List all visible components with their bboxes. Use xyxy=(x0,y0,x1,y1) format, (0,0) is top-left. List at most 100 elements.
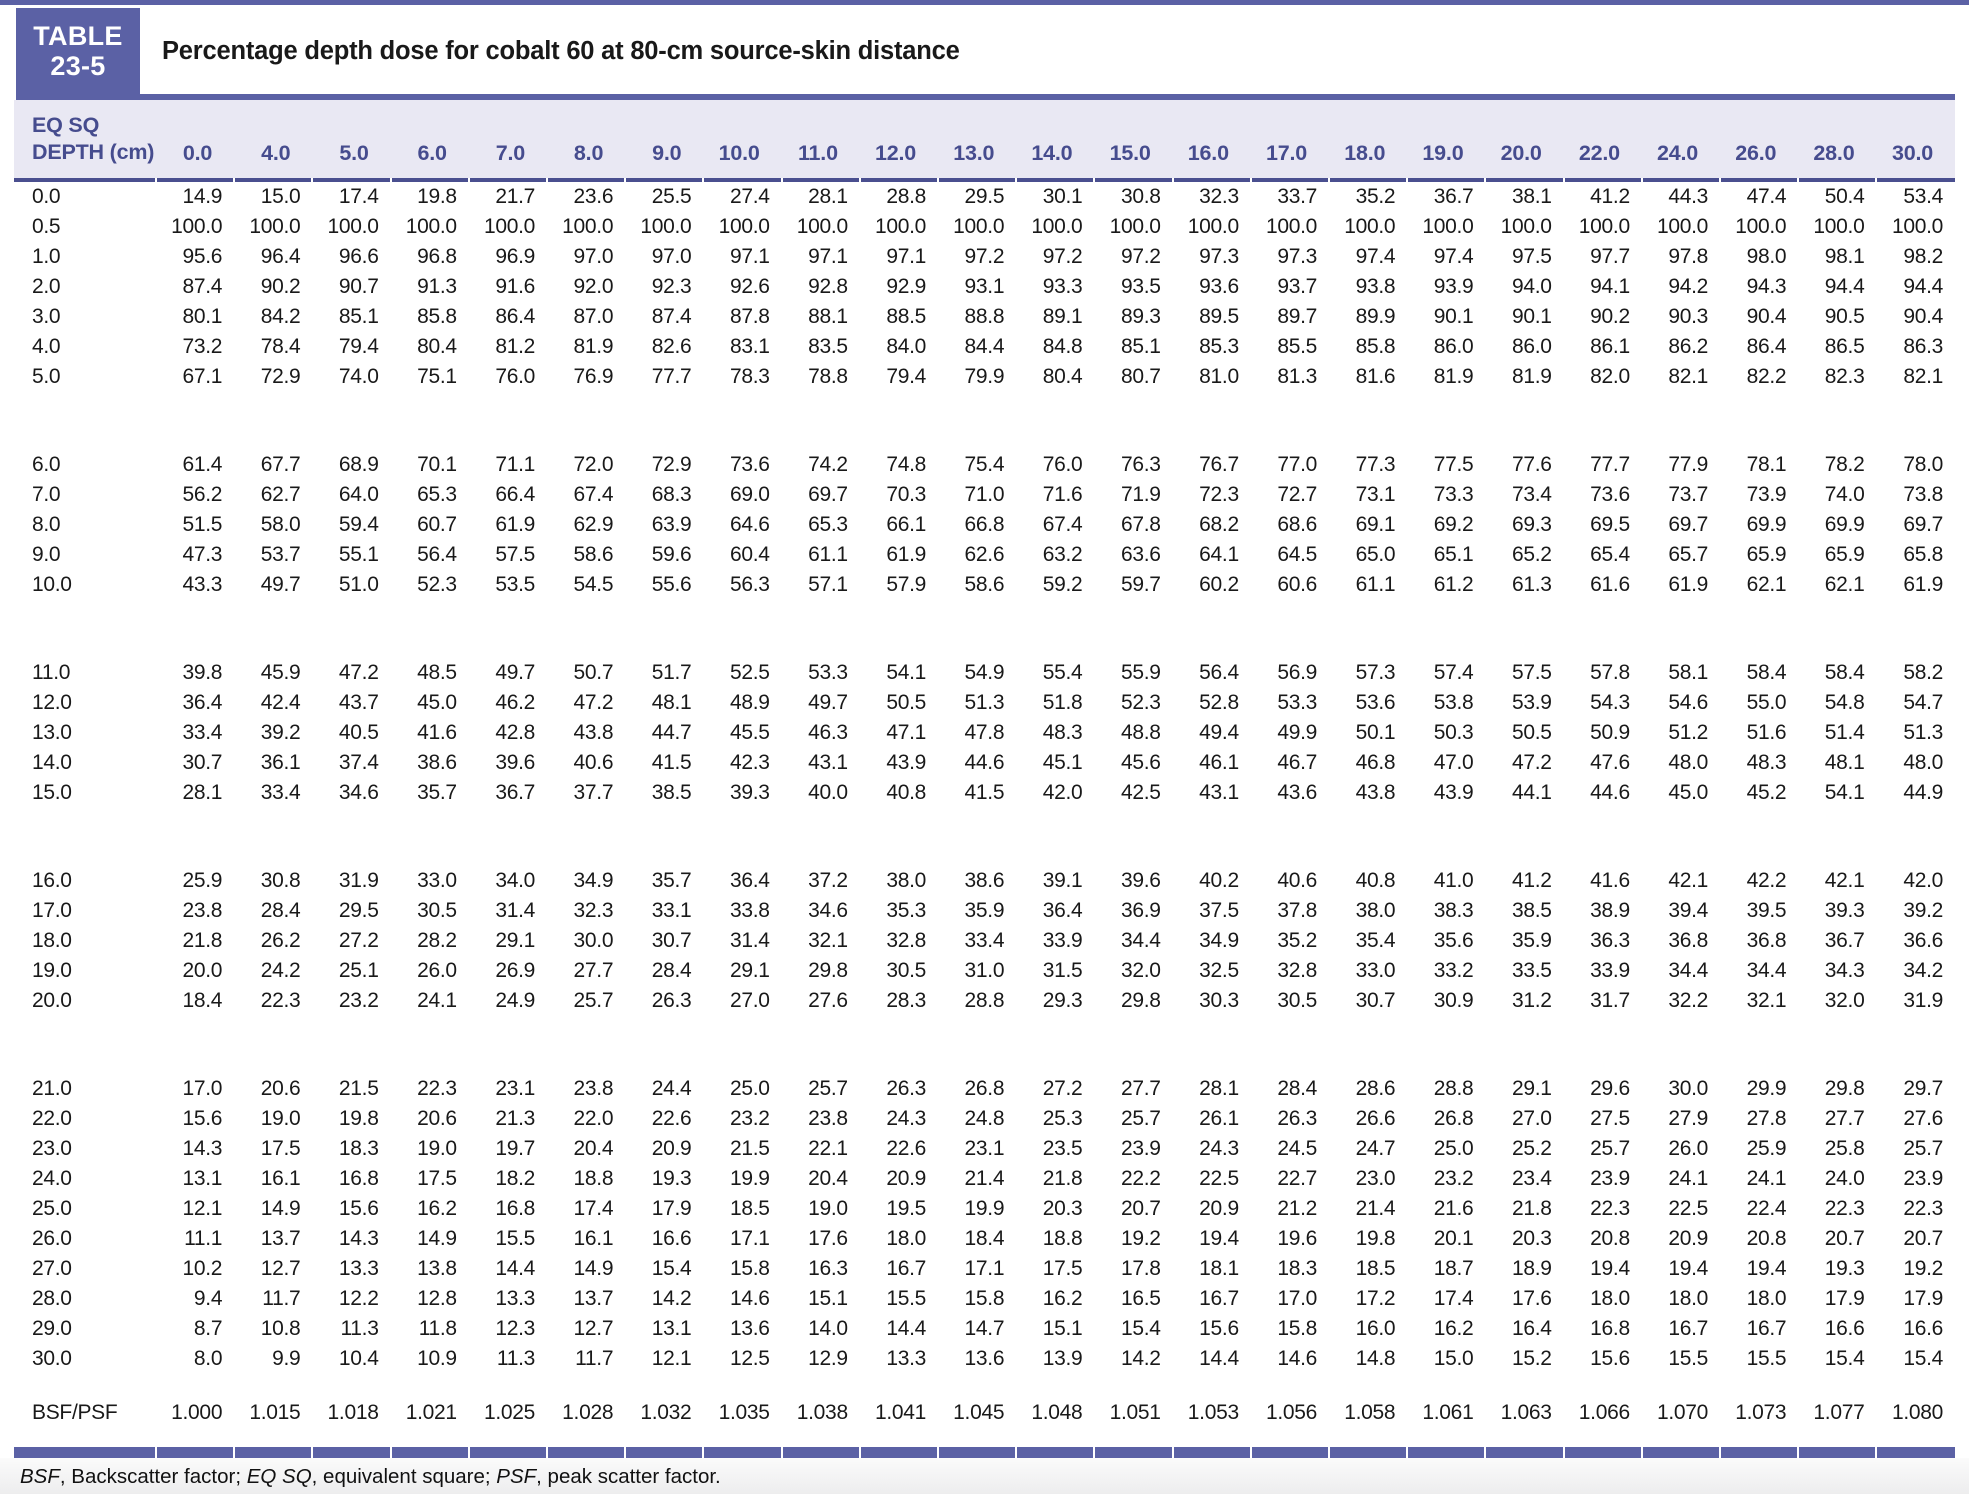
value-cell: 53.8 xyxy=(1433,690,1474,714)
value-cell: 27.5 xyxy=(1590,1106,1630,1130)
value-cell: 20.6 xyxy=(417,1106,457,1130)
value-cell: 48.1 xyxy=(1824,750,1865,774)
value-cell: 63.6 xyxy=(1120,542,1161,566)
value-cell: 82.0 xyxy=(1590,364,1630,388)
value-cell: 77.0 xyxy=(1277,452,1318,476)
depth-cell: 24.0 xyxy=(32,1166,72,1190)
value-cell: 69.2 xyxy=(1433,512,1474,536)
table-row: 18.0 21.8 26.2 27.2 28.2 29.1 30.0 30.7 31.4 32.1… xyxy=(14,926,1955,956)
value-cell: 20.4 xyxy=(808,1166,848,1190)
value-cell: 91.3 xyxy=(417,274,457,298)
value-cell: 17.8 xyxy=(1120,1256,1161,1280)
value-cell: 100.0 xyxy=(1500,214,1552,238)
value-cell: 15.6 xyxy=(338,1196,379,1220)
value-cell: 81.0 xyxy=(1199,364,1239,388)
value-cell: 23.6 xyxy=(573,184,614,208)
value-cell: 29.5 xyxy=(338,898,379,922)
value-cell: 1.000 xyxy=(171,1400,223,1424)
value-cell: 54.1 xyxy=(1824,780,1865,804)
value-cell: 84.0 xyxy=(886,334,927,358)
value-cell: 30.5 xyxy=(1277,988,1318,1012)
value-cell: 14.9 xyxy=(573,1256,614,1280)
value-cell: 45.2 xyxy=(1746,780,1787,804)
value-cell: 15.5 xyxy=(886,1286,927,1310)
value-cell: 98.0 xyxy=(1746,244,1787,268)
value-cell: 10.2 xyxy=(182,1256,223,1280)
value-cell: 22.7 xyxy=(1277,1166,1318,1190)
value-cell: 80.7 xyxy=(1120,364,1161,388)
value-cell: 62.1 xyxy=(1824,572,1865,596)
value-cell: 17.5 xyxy=(1042,1256,1083,1280)
value-cell: 100.0 xyxy=(1422,214,1474,238)
value-cell: 13.3 xyxy=(886,1346,927,1370)
table-row: 22.0 15.6 19.0 19.8 20.6 21.3 22.0 22.6 23.2 23.8… xyxy=(14,1104,1955,1134)
value-cell: 38.6 xyxy=(417,750,457,774)
rule-segment xyxy=(624,1446,704,1459)
value-cell: 16.2 xyxy=(417,1196,457,1220)
value-cell: 30.8 xyxy=(260,868,301,892)
value-cell: 97.4 xyxy=(1355,244,1396,268)
depth-cell: 30.0 xyxy=(32,1346,72,1370)
value-cell: 36.4 xyxy=(1042,898,1083,922)
depth-cell: 14.0 xyxy=(32,750,72,774)
value-cell: 22.5 xyxy=(1199,1166,1239,1190)
value-cell: 22.4 xyxy=(1746,1196,1787,1220)
value-cell: 65.7 xyxy=(1668,542,1709,566)
value-cell: 20.6 xyxy=(260,1076,301,1100)
value-cell: 97.5 xyxy=(1511,244,1552,268)
value-cell: 46.8 xyxy=(1355,750,1396,774)
column-header: 24.0 xyxy=(1641,100,1721,178)
value-cell: 21.3 xyxy=(495,1106,536,1130)
value-cell: 65.4 xyxy=(1590,542,1630,566)
value-cell: 38.9 xyxy=(1590,898,1630,922)
value-cell: 38.6 xyxy=(964,868,1005,892)
value-cell: 16.6 xyxy=(651,1226,692,1250)
value-cell: 68.2 xyxy=(1199,512,1239,536)
value-cell: 1.028 xyxy=(562,1400,614,1424)
value-cell: 26.0 xyxy=(417,958,457,982)
value-cell: 75.4 xyxy=(964,452,1005,476)
value-cell: 38.0 xyxy=(886,868,927,892)
column-header: 19.0 xyxy=(1407,100,1486,178)
table-row: 2.0 87.4 90.2 90.7 91.3 91.6 92.0 92.3 92.6 92.8 9… xyxy=(14,272,1955,302)
value-cell: 97.3 xyxy=(1199,244,1239,268)
footnote-segment: , equivalent square; xyxy=(311,1465,497,1488)
value-cell: 100.0 xyxy=(1344,214,1396,238)
value-cell: 42.0 xyxy=(1903,868,1943,892)
value-cell: 23.8 xyxy=(808,1106,848,1130)
value-cell: 15.8 xyxy=(964,1286,1005,1310)
value-cell: 24.3 xyxy=(1199,1136,1239,1160)
value-cell: 17.6 xyxy=(808,1226,848,1250)
value-cell: 51.3 xyxy=(964,690,1005,714)
value-cell: 32.5 xyxy=(1199,958,1239,982)
value-cell: 1.038 xyxy=(796,1400,848,1424)
value-cell: 13.1 xyxy=(182,1166,223,1190)
value-cell: 44.6 xyxy=(1590,780,1630,804)
value-cell: 14.2 xyxy=(651,1286,692,1310)
value-cell: 19.8 xyxy=(338,1106,379,1130)
value-cell: 16.2 xyxy=(1433,1316,1474,1340)
value-cell: 51.8 xyxy=(1042,690,1083,714)
value-cell: 47.2 xyxy=(338,660,379,684)
rule-segment xyxy=(311,1446,391,1459)
value-cell: 91.6 xyxy=(495,274,536,298)
value-cell: 48.3 xyxy=(1746,750,1787,774)
value-cell: 88.5 xyxy=(886,304,927,328)
value-cell: 65.3 xyxy=(417,482,457,506)
value-cell: 17.4 xyxy=(573,1196,614,1220)
column-header: 30.0 xyxy=(1876,100,1955,178)
column-header: 22.0 xyxy=(1563,100,1642,178)
value-cell: 26.8 xyxy=(1433,1106,1474,1130)
value-cell: 58.6 xyxy=(573,542,614,566)
value-cell: 15.4 xyxy=(651,1256,692,1280)
value-cell: 13.9 xyxy=(1042,1346,1083,1370)
rule-segment xyxy=(1093,177,1173,182)
rule-segment xyxy=(1328,177,1408,182)
value-cell: 86.4 xyxy=(1746,334,1787,358)
depth-cell: 16.0 xyxy=(32,868,72,892)
table-number-label-line1: TABLE xyxy=(33,20,123,51)
value-cell: 89.5 xyxy=(1199,304,1239,328)
value-cell: 74.0 xyxy=(338,364,379,388)
value-cell: 87.8 xyxy=(729,304,770,328)
value-cell: 71.1 xyxy=(495,452,536,476)
